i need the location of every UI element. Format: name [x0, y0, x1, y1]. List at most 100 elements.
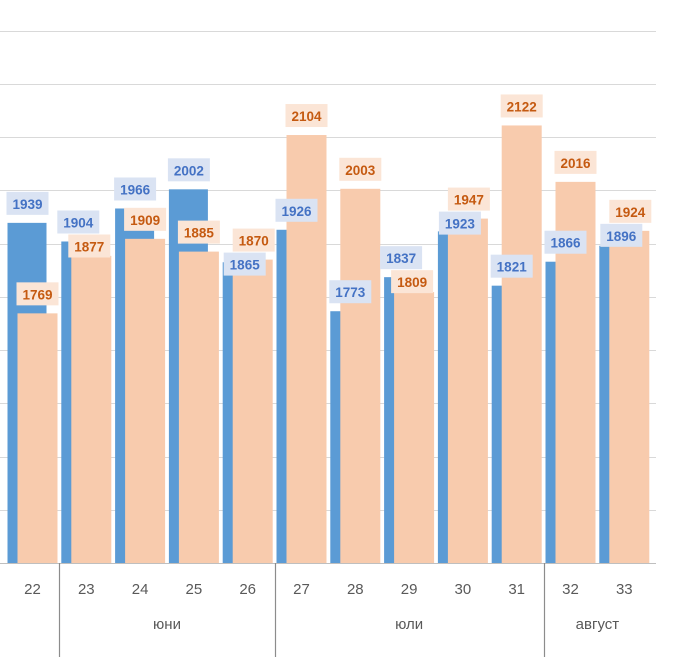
- tick-label-28: 28: [347, 581, 364, 598]
- month-label: юли: [395, 616, 423, 633]
- tick-label-33: 33: [616, 581, 633, 598]
- data-label-a-26: 1865: [223, 252, 266, 276]
- data-label-a-23: 1904: [57, 210, 100, 234]
- bar-series-b-24: [125, 238, 166, 564]
- data-label-a-33-box: [600, 223, 643, 247]
- bar-series-b-22: [17, 313, 58, 563]
- tick-label-23: 23: [78, 581, 95, 598]
- data-label-b-25-box: [177, 220, 220, 244]
- bar-series-b-25: [178, 251, 219, 564]
- bar-series-b-26: [232, 259, 273, 563]
- data-label-b-32-box: [554, 150, 597, 174]
- data-label-a-24: 1966: [114, 177, 157, 201]
- data-label-b-22-box: [16, 282, 59, 306]
- tick-label-25: 25: [186, 581, 203, 598]
- data-label-a-26-box: [223, 252, 266, 276]
- data-label-b-27-box: [285, 104, 328, 128]
- bar-series-b-28: [340, 188, 381, 564]
- data-label-b-30: 1947: [447, 187, 490, 211]
- data-label-a-29: 1837: [380, 246, 423, 270]
- data-label-b-32: 2016: [554, 150, 597, 174]
- tick-label-24: 24: [132, 581, 149, 598]
- tick-label-29: 29: [401, 581, 418, 598]
- data-label-b-33-text: 1924: [615, 205, 646, 220]
- data-label-a-26-text: 1865: [230, 258, 261, 273]
- data-label-a-27: 1926: [275, 198, 318, 222]
- bar-series-b-31: [501, 125, 542, 563]
- data-label-a-22-box: [6, 191, 49, 215]
- tick-label-30: 30: [455, 581, 472, 598]
- data-label-a-30: 1923: [438, 211, 481, 235]
- tick-label-31: 31: [508, 581, 525, 598]
- data-label-a-22-text: 1939: [12, 197, 42, 212]
- data-label-a-23-box: [57, 210, 100, 234]
- tick-label-32: 32: [562, 581, 579, 598]
- tick-label-27: 27: [293, 581, 310, 598]
- data-label-a-24-text: 1966: [120, 182, 151, 197]
- data-label-b-22-text: 1769: [22, 287, 52, 302]
- data-label-b-29-text: 1809: [397, 275, 427, 290]
- bars: [7, 125, 650, 564]
- tick-label-26: 26: [239, 581, 256, 598]
- data-label-a-33-text: 1896: [606, 229, 637, 244]
- data-label-b-31: 2122: [500, 94, 543, 118]
- data-label-a-33: 1896: [600, 223, 643, 247]
- data-label-a-32: 1866: [544, 230, 587, 254]
- data-label-a-22: 1939: [6, 191, 49, 215]
- data-label-b-29-box: [391, 270, 434, 294]
- data-label-b-23: 1877: [68, 234, 111, 258]
- bar-series-b-29: [394, 292, 435, 563]
- bar-series-b-30: [447, 218, 488, 563]
- data-label-b-23-text: 1877: [74, 239, 104, 254]
- data-label-b-33-box: [609, 199, 652, 223]
- data-label-b-32-text: 2016: [560, 156, 591, 171]
- data-label-a-23-text: 1904: [63, 215, 94, 230]
- data-label-b-25-text: 1885: [184, 226, 215, 241]
- data-label-a-25-text: 2002: [174, 163, 204, 178]
- data-label-b-27: 2104: [285, 104, 328, 128]
- data-label-b-28: 2003: [339, 157, 382, 181]
- data-label-a-25-box: [167, 158, 210, 182]
- data-label-b-27-text: 2104: [291, 109, 322, 124]
- data-label-a-32-text: 1866: [550, 236, 581, 251]
- data-label-b-24-box: [124, 207, 167, 231]
- data-label-b-26-box: [232, 228, 275, 252]
- data-label-b-24-text: 1909: [130, 213, 160, 228]
- data-label-a-28-text: 1773: [335, 285, 366, 300]
- data-label-a-30-box: [438, 211, 481, 235]
- bar-series-b-33: [609, 230, 650, 564]
- data-label-b-28-box: [339, 157, 382, 181]
- data-label-a-32-box: [544, 230, 587, 254]
- tick-label-22: 22: [24, 581, 41, 598]
- data-label-b-26-text: 1870: [239, 234, 269, 249]
- data-label-a-27-text: 1926: [281, 204, 312, 219]
- data-label-a-25: 2002: [167, 158, 210, 182]
- data-label-b-29: 1809: [391, 270, 434, 294]
- data-label-a-30-text: 1923: [445, 217, 476, 232]
- data-label-a-31-box: [490, 254, 533, 278]
- category-axis: 22 23 24 25 26 27 28 29 30 31 32 33 юни юли август: [0, 563, 656, 657]
- data-label-b-26: 1870: [232, 228, 275, 252]
- data-label-a-31-text: 1821: [497, 260, 528, 275]
- data-label-b-28-text: 2003: [345, 163, 376, 178]
- data-label-a-29-text: 1837: [386, 251, 416, 266]
- data-label-b-31-box: [500, 94, 543, 118]
- data-label-b-33: 1924: [609, 199, 652, 223]
- data-label-a-29-box: [380, 246, 423, 270]
- month-label: юни: [153, 616, 181, 633]
- data-label-b-31-text: 2122: [507, 99, 537, 114]
- data-label-a-28-box: [329, 280, 372, 304]
- data-label-a-28: 1773: [329, 280, 372, 304]
- data-label-a-27-box: [275, 198, 318, 222]
- data-label-b-30-box: [447, 187, 490, 211]
- data-label-a-31: 1821: [490, 254, 533, 278]
- data-labels: 1769 1939 1877 1904 1909 1966 1885 2002 1870 1865…: [6, 94, 652, 306]
- bar-series-b-23: [71, 255, 112, 563]
- data-label-b-25: 1885: [177, 220, 220, 244]
- data-label-b-23-box: [68, 234, 111, 258]
- data-label-b-30-text: 1947: [454, 193, 484, 208]
- data-label-b-22: 1769: [16, 282, 59, 306]
- data-label-b-24: 1909: [124, 207, 167, 231]
- month-label: август: [576, 616, 620, 633]
